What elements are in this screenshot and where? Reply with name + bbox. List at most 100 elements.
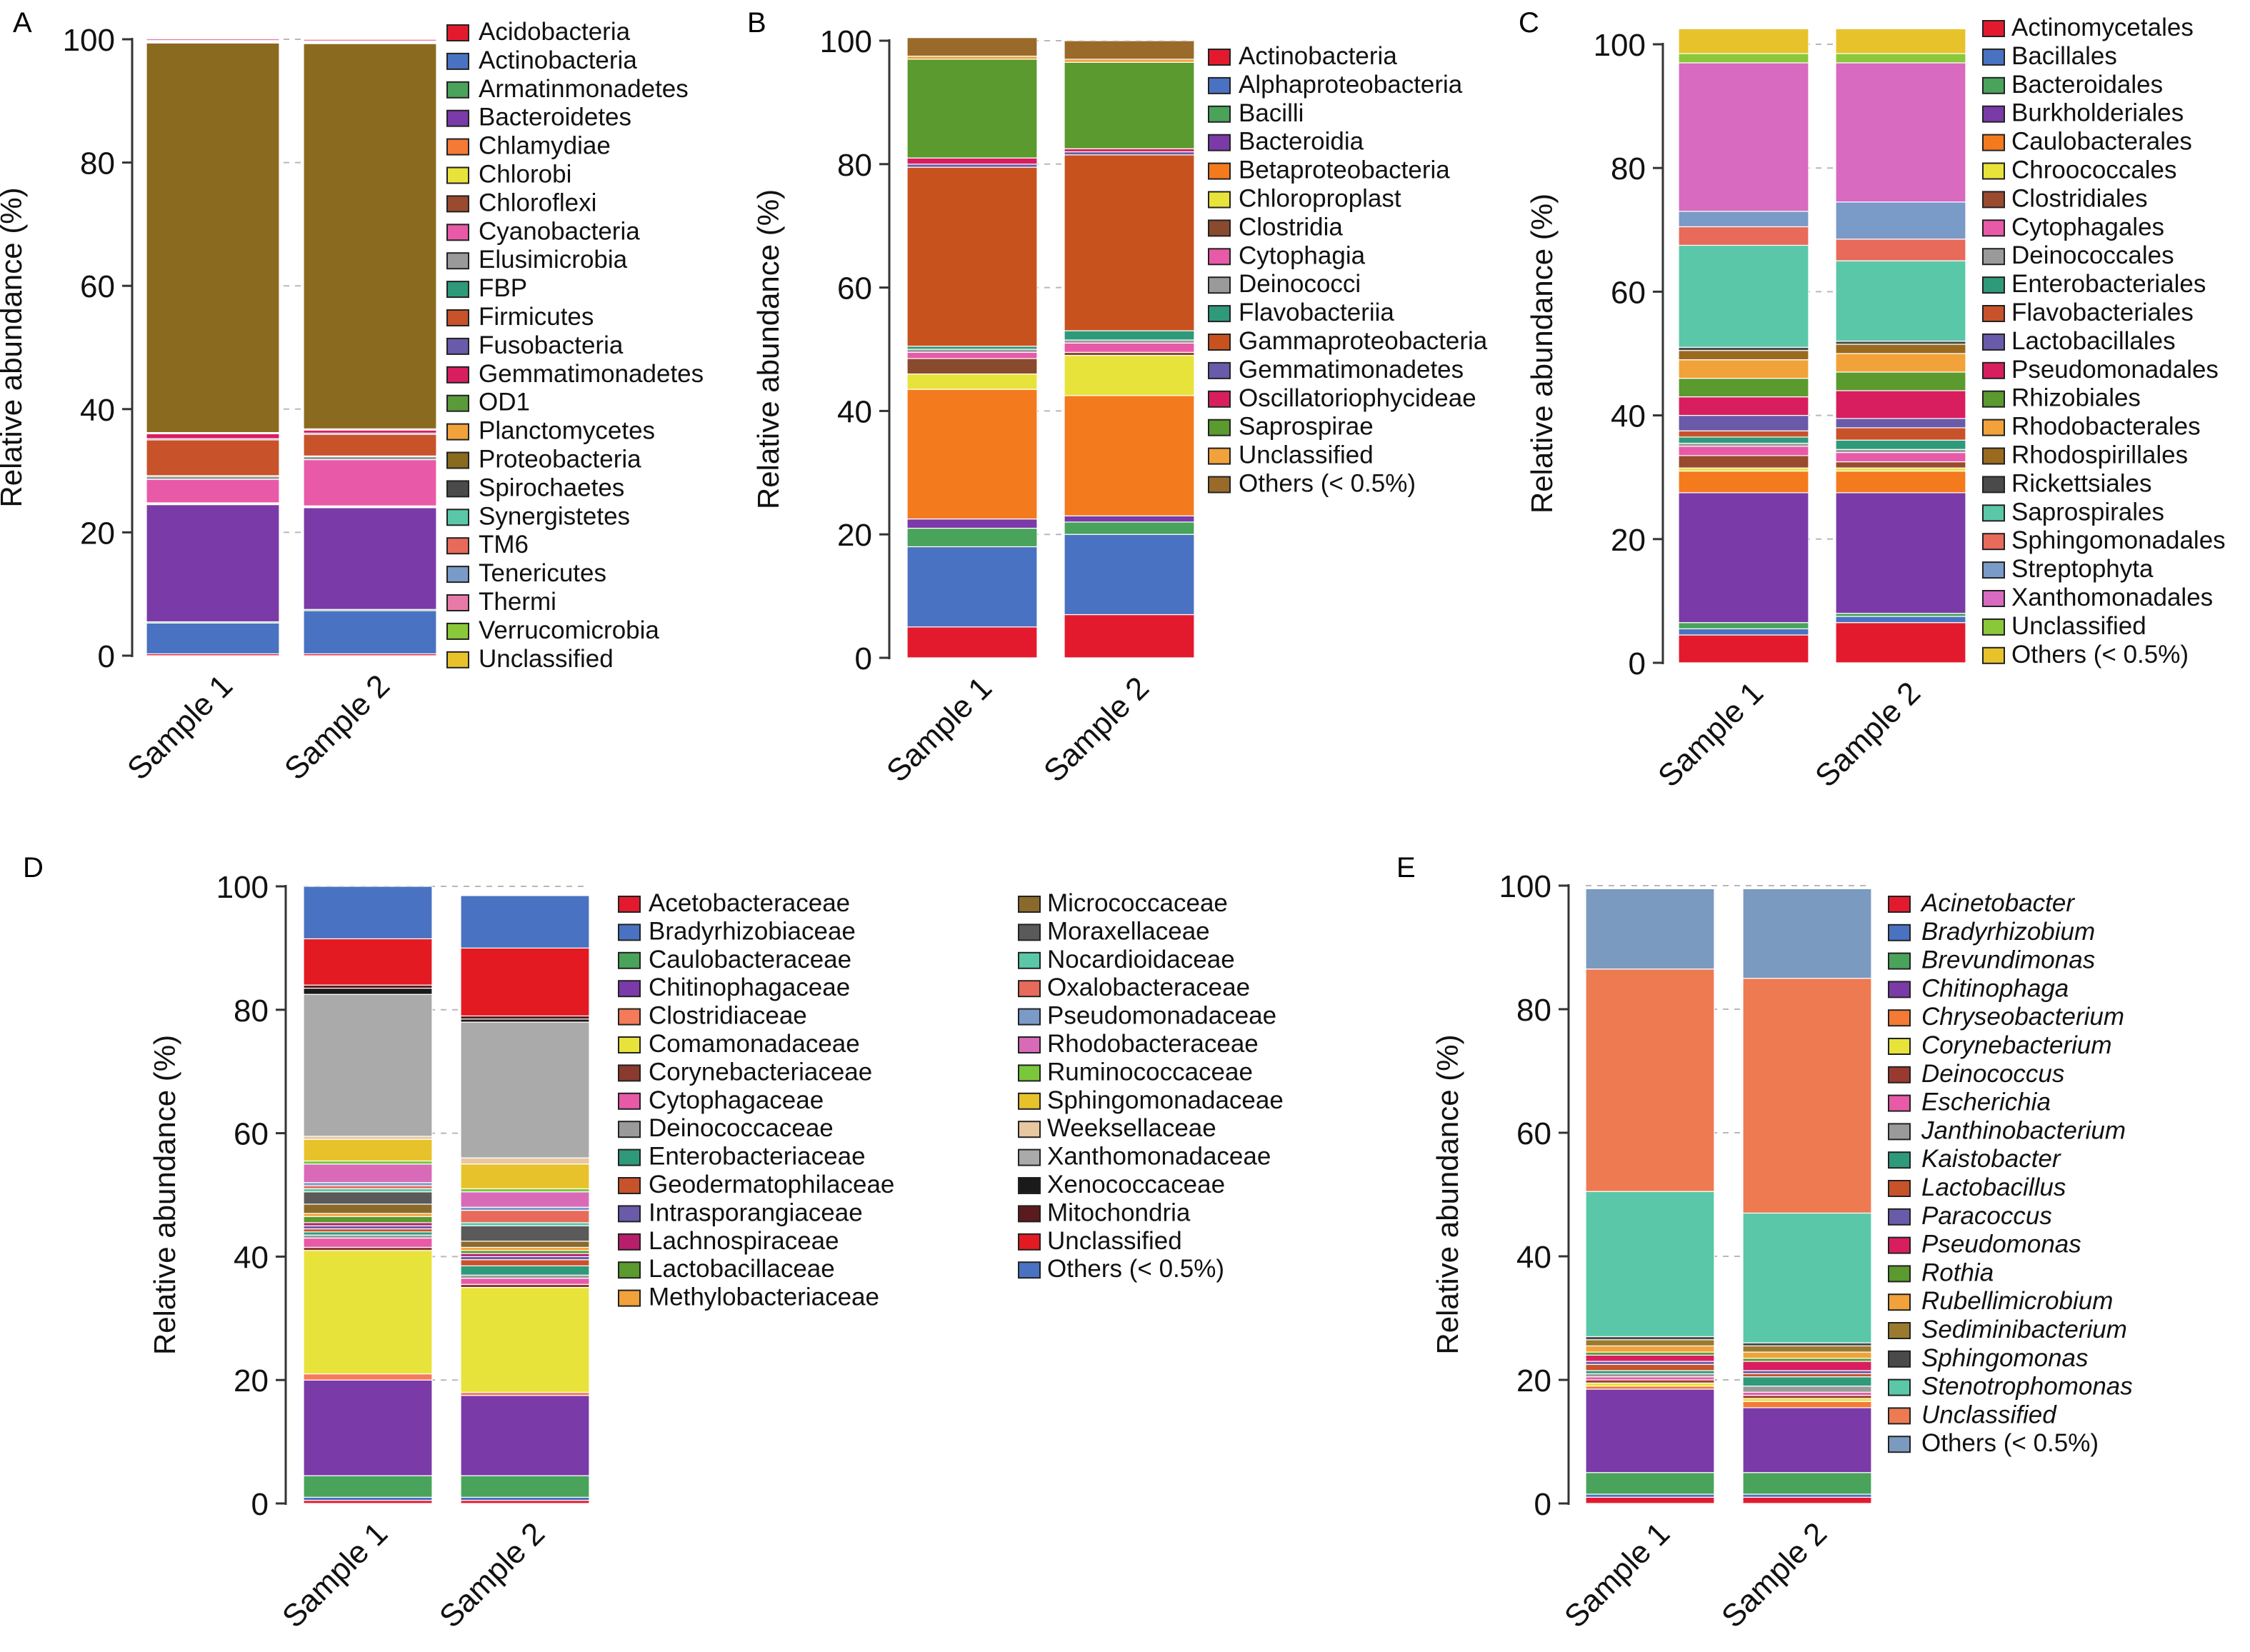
legend-label: Unclassified	[2011, 612, 2146, 640]
legend-label: Firmicutes	[479, 303, 594, 331]
legend-swatch	[1888, 981, 1911, 998]
bar-segment-b-1-8	[906, 349, 1038, 353]
legend-label: Bacteroidales	[2011, 71, 2163, 99]
legend-label: Caulobacteraceae	[649, 946, 851, 973]
legend-label: Rhodobacterales	[2011, 413, 2201, 441]
bar-segment-b-2-6	[1064, 351, 1195, 356]
legend-label: Comamonadaceae	[649, 1030, 860, 1058]
legend-label: Rubellimicrobium	[1921, 1287, 2113, 1315]
bar-segment-e-1-13	[1585, 1351, 1715, 1356]
x-tick-label: Sample 2	[1037, 670, 1156, 789]
legend-swatch	[1018, 1233, 1041, 1251]
bar-segment-c-2-11	[1835, 418, 1966, 429]
bar-segment-c-1-8	[1678, 442, 1809, 447]
bar-segment-d-1-3	[303, 1379, 433, 1476]
bar-segment-e-1-2	[1585, 1472, 1715, 1495]
legend-swatch	[446, 24, 469, 41]
legend-swatch	[1208, 276, 1231, 294]
legend-swatch	[1018, 923, 1041, 941]
legend-label: Sphingomonas	[1921, 1344, 2089, 1372]
legend-label: Sphingomonadales	[2011, 526, 2226, 554]
bar-segment-d-1-26	[303, 984, 433, 989]
y-tick-label: 60	[1611, 275, 1646, 310]
bar-segment-e-2-14	[1742, 1351, 1872, 1359]
legend-swatch	[618, 1092, 641, 1110]
legend-label: Unclassified	[479, 645, 614, 673]
bar-segment-e-1-10	[1585, 1363, 1715, 1371]
bar-segment-c-1-16	[1678, 346, 1809, 351]
y-tick-label: 0	[98, 639, 115, 674]
legend-swatch	[1208, 219, 1231, 237]
bar-segment-e-1-4	[1585, 1386, 1715, 1390]
legend-label: Kaistobacter	[1921, 1145, 2061, 1173]
bar-segment-d-1-12	[303, 1222, 433, 1226]
legend-label: Paracoccus	[1921, 1202, 2052, 1230]
legend-swatch	[1888, 1208, 1911, 1226]
legend-swatch	[1982, 504, 2005, 522]
bar-segment-e-1-8	[1585, 1373, 1715, 1378]
bar-segment-c-2-7	[1835, 451, 1966, 463]
bar-segment-c-2-9	[1835, 439, 1966, 450]
legend-label: Corynebacterium	[1921, 1031, 2112, 1059]
legend-label: Chroococcales	[2011, 156, 2177, 184]
bar-segment-c-2-21	[1835, 53, 1966, 64]
bar-segment-c-1-1	[1678, 628, 1809, 636]
bar-segment-b-1-7	[906, 351, 1038, 359]
bar-segment-d-1-0	[303, 1500, 433, 1504]
bar-segment-e-2-19	[1742, 888, 1872, 979]
bar-segment-d-1-25	[303, 987, 433, 995]
legend-swatch	[1982, 191, 2005, 209]
legend-swatch	[1982, 105, 2005, 123]
y-tick-label: 40	[80, 393, 115, 428]
legend-swatch	[1888, 923, 1911, 941]
legend-swatch	[446, 138, 469, 156]
legend-label: Deinococcus	[1921, 1060, 2064, 1088]
legend-swatch	[446, 651, 469, 669]
legend-swatch	[446, 480, 469, 498]
y-tick-label: 0	[1629, 646, 1646, 681]
legend-label: Weeksellaceae	[1047, 1114, 1216, 1142]
legend-swatch	[1888, 1038, 1911, 1055]
bar-segment-d-1-11	[303, 1225, 433, 1230]
bar-segment-d-1-5	[303, 1250, 433, 1375]
bar-segment-e-1-16	[1585, 1336, 1715, 1341]
bar-segment-c-1-15	[1678, 350, 1809, 361]
y-axis-title: Relative abundance (%)	[0, 187, 28, 507]
legend-swatch	[1208, 447, 1231, 465]
y-tick-label: 60	[1516, 1116, 1551, 1151]
legend-label: FBP	[479, 274, 527, 302]
legend-label: Enterobacteriaceae	[649, 1143, 866, 1171]
bar-segment-d-1-17	[303, 1188, 433, 1193]
legend-label: Oscillatoriophycideae	[1239, 384, 1476, 412]
panel-label: B	[747, 7, 766, 39]
legend-swatch	[1888, 1407, 1911, 1425]
legend-label: Bradyrhizobium	[1921, 918, 2095, 946]
legend-swatch	[1982, 590, 2005, 607]
bar-segment-d-2-25	[460, 1018, 590, 1023]
legend-swatch	[1018, 1148, 1041, 1166]
bar-segment-d-2-26	[460, 1015, 590, 1020]
bar-segment-d-2-24	[460, 1021, 590, 1158]
bar-segment-e-2-10	[1742, 1373, 1872, 1378]
legend-label: Xanthomonadales	[2011, 584, 2213, 611]
legend-label: Others (< 0.5%)	[1921, 1429, 2099, 1457]
legend-label: Armatinmonadetes	[479, 75, 689, 103]
legend-label: Flavobacteriales	[2011, 299, 2194, 326]
legend-swatch	[1982, 276, 2005, 294]
bar-segment-c-1-17	[1678, 244, 1809, 348]
bar-segment-c-1-9	[1678, 436, 1809, 444]
legend-label: Actinobacteria	[1239, 42, 1397, 70]
legend-swatch	[1208, 334, 1231, 351]
bar-segment-d-2-7	[460, 1278, 590, 1285]
bar-segment-c-2-15	[1835, 344, 1966, 354]
legend-label: Chitinophagaceae	[649, 973, 850, 1001]
legend-label: Others (< 0.5%)	[1047, 1255, 1224, 1283]
bar-segment-b-2-12	[1064, 148, 1195, 153]
legend-label: Unclassified	[1921, 1401, 2057, 1428]
bar-segment-e-2-15	[1742, 1345, 1872, 1353]
y-tick-label: 40	[234, 1240, 269, 1275]
legend-swatch	[1888, 1293, 1911, 1311]
legend-label: Saprospirales	[2011, 498, 2164, 526]
bar-segment-d-2-27	[460, 947, 590, 1017]
legend-swatch	[446, 537, 469, 555]
